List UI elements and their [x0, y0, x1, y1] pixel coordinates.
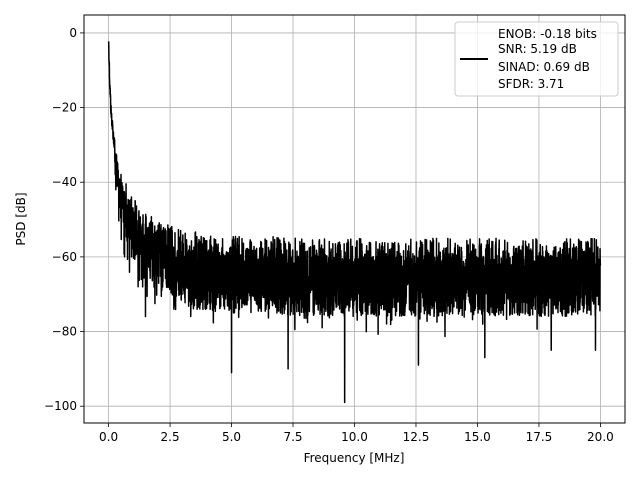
x-axis-ticks: 0.0 2.5 5.0 7.5 10.0 12.5 15.0 17.5 20.0: [99, 423, 614, 444]
legend-line-sfdr: SFDR: 3.71: [498, 77, 564, 91]
x-tick-label: 5.0: [222, 430, 241, 444]
y-tick-label: −20: [52, 101, 77, 115]
series-layer: [107, 41, 602, 404]
y-tick-label: −40: [52, 175, 77, 189]
y-tick-label: −80: [52, 325, 77, 339]
x-tick-label: 2.5: [161, 430, 180, 444]
y-tick-label: −60: [52, 250, 77, 264]
x-tick-label: 7.5: [283, 430, 302, 444]
y-tick-label: −100: [44, 399, 77, 413]
y-axis-ticks: 0 −20 −40 −60 −80 −100: [44, 26, 84, 413]
x-tick-label: 15.0: [464, 430, 491, 444]
legend-line-enob: ENOB: -0.18 bits: [498, 27, 597, 41]
legend-box: [454, 21, 619, 97]
legend-line-snr: SNR: 5.19 dB: [498, 42, 577, 56]
x-tick-label: 17.5: [526, 430, 553, 444]
legend: ENOB: -0.18 bits SNR: 5.19 dB SINAD: 0.6…: [454, 21, 619, 97]
y-axis-label: PSD [dB]: [14, 192, 28, 245]
x-tick-label: 0.0: [99, 430, 118, 444]
x-tick-label: 12.5: [403, 430, 430, 444]
legend-line-sinad: SINAD: 0.69 dB: [498, 60, 590, 74]
x-axis-label: Frequency [MHz]: [304, 451, 405, 465]
x-tick-label: 20.0: [587, 430, 614, 444]
x-tick-label: 10.0: [341, 430, 368, 444]
y-tick-label: 0: [69, 26, 77, 40]
psd-series-line: [107, 41, 602, 404]
